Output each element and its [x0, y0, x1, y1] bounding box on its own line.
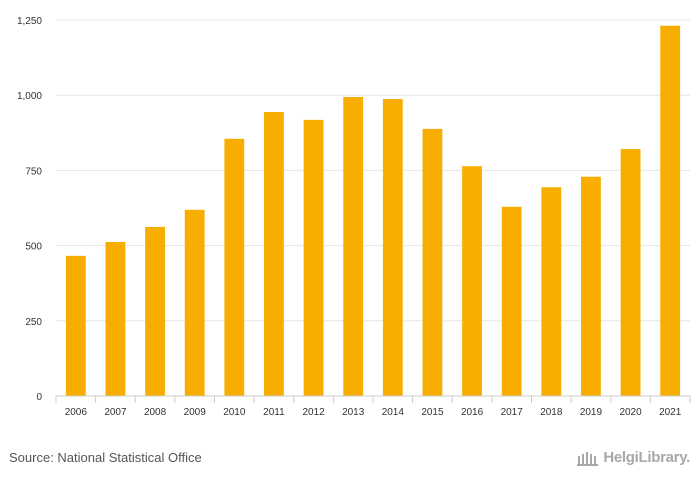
bar-2010	[224, 138, 245, 397]
bar-2008	[145, 226, 165, 396]
brand-name: HelgiLibrary.	[603, 449, 690, 466]
bar-2019	[581, 176, 601, 396]
x-tick-label: 2011	[263, 407, 285, 418]
x-tick-label: 2010	[223, 407, 246, 418]
bar-2017	[501, 206, 522, 396]
x-tick-label: 2008	[144, 407, 167, 418]
bar-2013	[343, 97, 364, 397]
bar-2021	[660, 25, 681, 396]
x-tick-label: 2012	[302, 407, 325, 418]
x-tick-label: 2019	[580, 407, 603, 418]
x-tick-label: 2007	[104, 407, 127, 418]
x-tick-label: 2013	[342, 407, 365, 418]
bar-2012	[303, 119, 324, 396]
bars	[65, 25, 681, 397]
bar-2009	[184, 209, 205, 396]
y-tick-label: 500	[25, 242, 42, 253]
y-tick-label: 250	[25, 317, 42, 328]
bar-chart: 0 250 500 750 1,000 1,250 2006 2007 2008 2009 201…	[17, 16, 691, 418]
y-tick-label: 750	[25, 166, 42, 177]
library-icon	[577, 451, 599, 466]
brand-logo: HelgiLibrary.	[577, 449, 690, 466]
y-tick-label: 0	[36, 392, 42, 403]
bar-2018	[541, 187, 562, 396]
x-tick-label: 2009	[184, 407, 207, 418]
x-tick-label: 2016	[461, 407, 484, 418]
source-note: Source: National Statistical Office	[9, 450, 202, 465]
x-tick-label: 2021	[659, 407, 682, 418]
bar-2020	[620, 149, 641, 396]
bar-2007	[105, 241, 126, 396]
y-tick-label: 1,250	[17, 16, 42, 27]
bar-2016	[462, 166, 482, 396]
x-tick-label: 2017	[501, 407, 524, 418]
y-tick-label: 1,000	[17, 91, 42, 102]
bar-2015	[422, 128, 443, 397]
bar-2014	[382, 99, 403, 396]
x-tick-label: 2014	[382, 407, 405, 418]
x-tick-label: 2020	[619, 407, 642, 418]
bar-2006	[65, 255, 86, 396]
x-tick-label: 2015	[421, 407, 444, 418]
x-axis: 2006 2007 2008 2009 2010 2011 2012 2013 2014 2015…	[55, 395, 691, 418]
x-tick-label: 2006	[65, 407, 88, 418]
x-tick-label: 2018	[540, 407, 563, 418]
y-axis-ticks: 0 250 500 750 1,000 1,250	[17, 16, 42, 403]
bar-2011	[264, 112, 284, 396]
